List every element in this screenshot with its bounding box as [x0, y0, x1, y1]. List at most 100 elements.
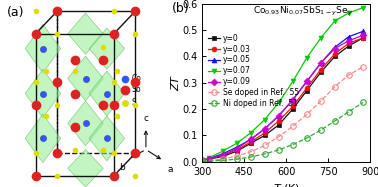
y=0.07: [361, 7, 365, 9]
Polygon shape: [25, 24, 60, 73]
y=0.05: [347, 36, 351, 38]
y=0: [220, 155, 225, 158]
y=0.07: [276, 101, 281, 104]
y=0.03: [319, 68, 323, 71]
y=0.05: [200, 159, 204, 162]
y=0.09: [361, 34, 365, 36]
y=0.09: [200, 159, 204, 162]
y=0.03: [248, 141, 253, 143]
y=0.09: [347, 39, 351, 42]
y=0.07: [305, 57, 309, 59]
Se doped in Ref.  55: [200, 160, 204, 162]
y=0: [305, 90, 309, 92]
y=0.05: [319, 62, 323, 64]
y=0.07: [319, 37, 323, 39]
y=0.07: [347, 12, 351, 14]
X-axis label: $T$ (K): $T$ (K): [273, 182, 300, 187]
y=0: [291, 108, 295, 110]
y=0.09: [234, 148, 239, 150]
y=0: [361, 37, 365, 39]
y=0.07: [220, 150, 225, 152]
Ni doped in Ref.  51: [248, 156, 253, 158]
y=0.05: [206, 157, 211, 160]
y=0.03: [291, 105, 295, 108]
Se doped in Ref.  55: [305, 113, 309, 115]
Polygon shape: [89, 116, 125, 161]
y=0.09: [248, 138, 253, 140]
y=0.03: [220, 154, 225, 156]
Text: a: a: [167, 165, 173, 174]
Line: y=0.03: y=0.03: [200, 36, 365, 163]
y=0.05: [276, 115, 281, 117]
y=0.09: [291, 99, 295, 101]
y=0.03: [361, 37, 365, 39]
Polygon shape: [89, 71, 125, 116]
Polygon shape: [68, 13, 103, 54]
y=0.05: [220, 153, 225, 155]
y=0.03: [305, 87, 309, 89]
Line: y=0.07: y=0.07: [200, 5, 365, 162]
Se doped in Ref.  55: [361, 66, 365, 68]
y=0: [248, 142, 253, 144]
y=0.07: [200, 159, 204, 161]
y=0.09: [220, 154, 225, 156]
y=0: [234, 150, 239, 152]
y=0.07: [291, 80, 295, 82]
y=0.05: [234, 146, 239, 148]
Polygon shape: [89, 28, 125, 69]
y=0.03: [234, 149, 239, 151]
Y-axis label: $ZT$: $ZT$: [169, 74, 181, 91]
y=0: [333, 55, 337, 58]
Polygon shape: [68, 101, 103, 146]
Text: (a): (a): [7, 6, 25, 19]
Se doped in Ref.  55: [220, 158, 225, 160]
Legend: y=0, y=0.03, y=0.05, y=0.07, y=0.09, Se doped in Ref.  55, Ni doped in Ref.  51: y=0, y=0.03, y=0.05, y=0.07, y=0.09, Se …: [208, 33, 300, 109]
Line: y=0.09: y=0.09: [200, 33, 365, 163]
Se doped in Ref.  55: [291, 125, 295, 127]
Ni doped in Ref.  51: [361, 101, 365, 104]
Ni doped in Ref.  51: [262, 153, 267, 155]
Ni doped in Ref.  51: [347, 111, 351, 113]
Polygon shape: [25, 114, 60, 163]
y=0.07: [262, 119, 267, 121]
Se doped in Ref.  55: [319, 100, 323, 102]
Se doped in Ref.  55: [234, 155, 239, 157]
y=0: [347, 45, 351, 47]
y=0.09: [262, 128, 267, 130]
Ni doped in Ref.  51: [319, 129, 323, 131]
y=0: [262, 134, 267, 137]
Polygon shape: [68, 56, 103, 101]
Se doped in Ref.  55: [262, 144, 267, 147]
y=0.03: [333, 53, 337, 55]
Se doped in Ref.  55: [333, 86, 337, 88]
y=0.03: [347, 42, 351, 44]
y=0.07: [333, 20, 337, 22]
y=0.05: [262, 128, 267, 130]
y=0: [206, 158, 211, 160]
y=0.07: [234, 142, 239, 144]
y=0.09: [305, 80, 309, 82]
Ni doped in Ref.  51: [276, 149, 281, 151]
y=0.07: [248, 132, 253, 134]
Line: Ni doped in Ref.  51: Ni doped in Ref. 51: [200, 100, 366, 164]
y=0.03: [206, 158, 211, 160]
y=0.09: [333, 47, 337, 50]
Ni doped in Ref.  51: [305, 137, 309, 139]
Text: c: c: [143, 114, 149, 123]
Ni doped in Ref.  51: [333, 120, 337, 122]
y=0.05: [291, 99, 295, 101]
Polygon shape: [25, 69, 60, 118]
Text: S: S: [132, 98, 136, 107]
y=0.05: [305, 80, 309, 82]
Se doped in Ref.  55: [347, 74, 351, 76]
Text: Co: Co: [132, 74, 142, 83]
y=0.05: [248, 138, 253, 140]
y=0.05: [333, 46, 337, 48]
Ni doped in Ref.  51: [234, 158, 239, 160]
y=0: [319, 71, 323, 73]
Text: b: b: [119, 163, 125, 172]
Ni doped in Ref.  51: [220, 159, 225, 162]
y=0.05: [361, 30, 365, 33]
Text: (b): (b): [172, 2, 190, 15]
y=0.09: [206, 158, 211, 160]
